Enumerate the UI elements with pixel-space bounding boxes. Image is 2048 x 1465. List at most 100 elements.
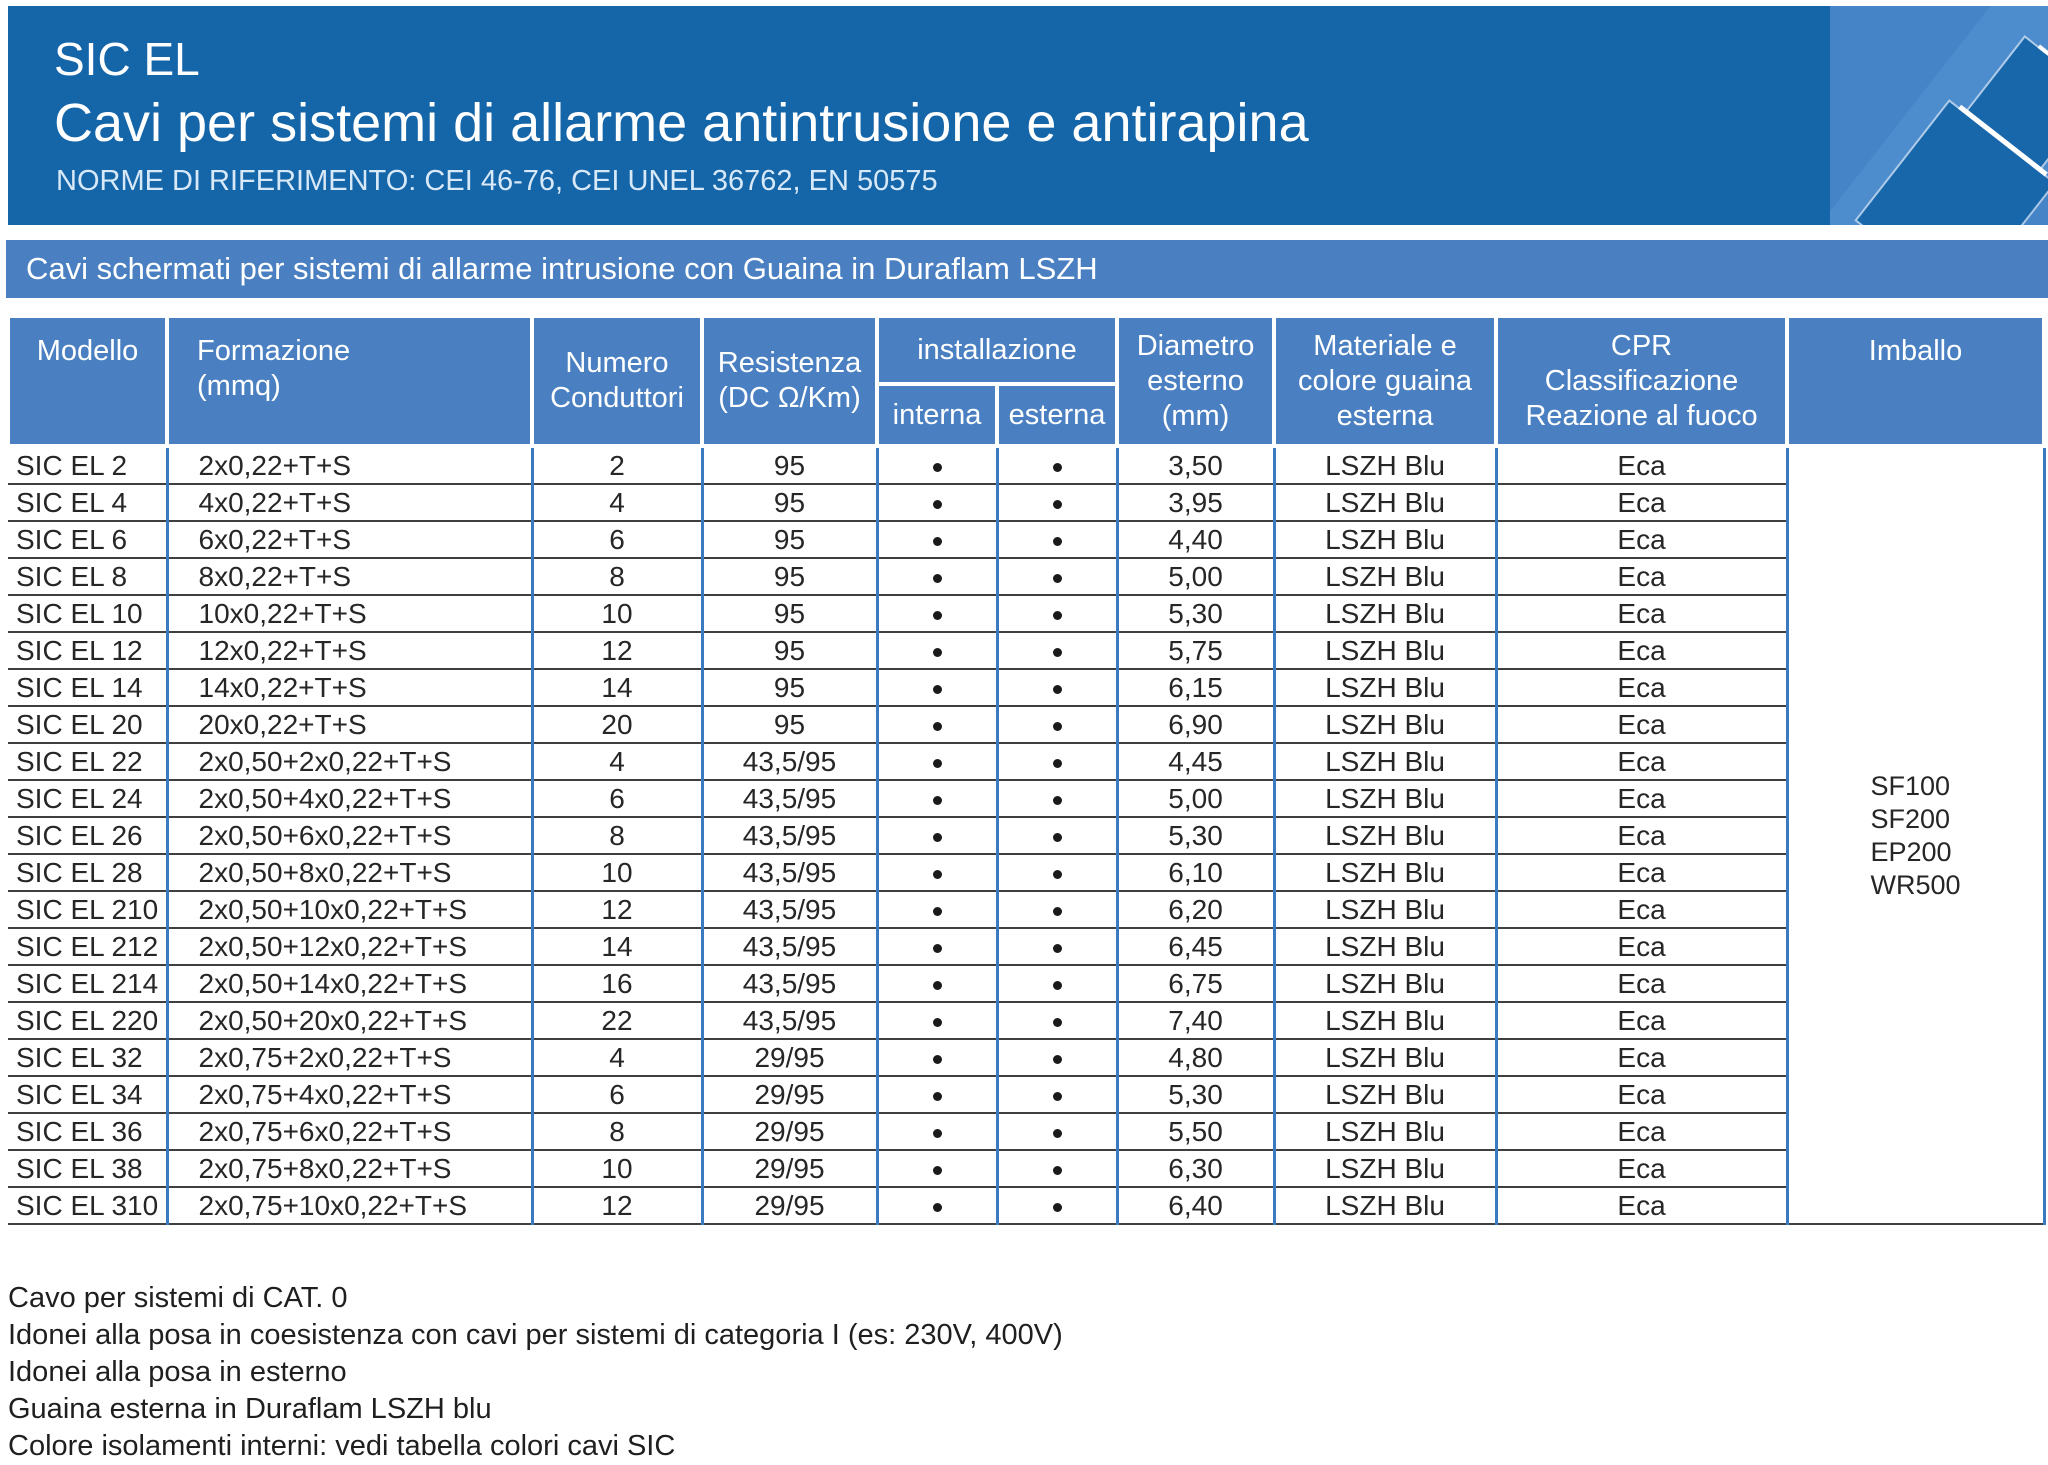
cell-formation: 2x0,50+10x0,22+T+S: [165, 890, 532, 928]
col-header-esterna: esterna: [994, 382, 1120, 448]
col-header-modello: Modello: [6, 314, 169, 448]
cell-sheath: LSZH Blu: [1272, 1038, 1497, 1076]
cell-model: SIC EL 28: [8, 853, 167, 891]
cell-imballo-packaging: SF100 SF200 EP200 WR500: [1785, 444, 2046, 1225]
reference-norms: NORME DI RIFERIMENTO: CEI 46-76, CEI UNE…: [56, 165, 938, 197]
bullet-dot-icon: [1052, 1202, 1062, 1212]
cell-diameter: 5,75: [1115, 631, 1275, 669]
cell-install-esterna: [995, 1038, 1118, 1076]
cell-sheath: LSZH Blu: [1272, 1149, 1497, 1187]
table-body: SIC EL 2 2x0,22+T+S 2 95 3,50 LSZH Blu Eca SF10…: [8, 444, 2046, 1225]
cell-diameter: 5,30: [1115, 816, 1275, 854]
cell-diameter: 3,50: [1115, 444, 1275, 484]
cell-sheath: LSZH Blu: [1272, 631, 1497, 669]
cell-formation: 10x0,22+T+S: [165, 594, 532, 632]
cell-diameter: 6,15: [1115, 668, 1275, 706]
cell-install-esterna: [995, 668, 1118, 706]
table-row: SIC EL 8 8x0,22+T+S 8 95 5,00 LSZH Blu Eca: [8, 557, 2044, 595]
cell-sheath: LSZH Blu: [1272, 1112, 1497, 1150]
cell-sheath: LSZH Blu: [1272, 705, 1497, 743]
cell-conductors: 10: [530, 1149, 702, 1187]
cell-model: SIC EL 4: [8, 483, 167, 521]
cell-conductors: 12: [530, 1186, 702, 1225]
cell-install-interna: [875, 668, 997, 706]
cell-diameter: 4,40: [1115, 520, 1275, 558]
bullet-dot-icon: [1052, 906, 1062, 916]
cell-conductors: 8: [530, 557, 702, 595]
cell-cpr-class: Eca: [1494, 594, 1788, 632]
cell-conductors: 8: [530, 1112, 702, 1150]
cell-install-interna: [875, 705, 997, 743]
cell-install-esterna: [995, 853, 1118, 891]
cell-sheath: LSZH Blu: [1272, 594, 1497, 632]
cell-model: SIC EL 38: [8, 1149, 167, 1187]
footer-notes: Cavo per sistemi di CAT. 0 Idonei alla p…: [8, 1280, 2008, 1465]
cell-resistance: 95: [700, 520, 877, 558]
bullet-dot-icon: [1052, 721, 1062, 731]
table-row: SIC EL 214 2x0,50+14x0,22+T+S 16 43,5/95 6,7…: [8, 964, 2044, 1002]
bullet-dot-icon: [932, 499, 942, 509]
page-header: SIC EL Cavi per sistemi di allarme antin…: [8, 6, 2048, 225]
bullet-dot-icon: [1052, 462, 1062, 472]
cell-install-interna: [875, 594, 997, 632]
cell-install-esterna: [995, 890, 1118, 928]
cell-cpr-class: Eca: [1494, 853, 1788, 891]
cell-diameter: 6,45: [1115, 927, 1275, 965]
bullet-dot-icon: [1052, 758, 1062, 768]
cell-sheath: LSZH Blu: [1272, 444, 1497, 484]
section-banner: Cavi schermati per sistemi di allarme in…: [6, 240, 2048, 298]
col-header-installazione: installazione: [874, 314, 1120, 386]
cell-install-esterna: [995, 705, 1118, 743]
cell-model: SIC EL 34: [8, 1075, 167, 1113]
cell-conductors: 6: [530, 520, 702, 558]
cell-install-interna: [875, 964, 997, 1002]
col-header-materiale: Materiale e colore guaina esterna: [1272, 314, 1499, 448]
cell-formation: 2x0,75+4x0,22+T+S: [165, 1075, 532, 1113]
cell-conductors: 12: [530, 631, 702, 669]
cell-install-esterna: [995, 631, 1118, 669]
cell-install-esterna: [995, 1001, 1118, 1039]
cell-sheath: LSZH Blu: [1272, 927, 1497, 965]
cell-install-esterna: [995, 927, 1118, 965]
cell-install-esterna: [995, 816, 1118, 854]
cell-conductors: 4: [530, 483, 702, 521]
cell-resistance: 43,5/95: [700, 779, 877, 817]
cell-conductors: 16: [530, 964, 702, 1002]
cell-install-esterna: [995, 779, 1118, 817]
cell-formation: 2x0,50+2x0,22+T+S: [165, 742, 532, 780]
cell-resistance: 43,5/95: [700, 816, 877, 854]
cell-cpr-class: Eca: [1494, 1001, 1788, 1039]
table-row: SIC EL 34 2x0,75+4x0,22+T+S 6 29/95 5,30 LSZH…: [8, 1075, 2044, 1113]
cell-install-interna: [875, 557, 997, 595]
cell-model: SIC EL 26: [8, 816, 167, 854]
bullet-dot-icon: [932, 1017, 942, 1027]
cell-conductors: 12: [530, 890, 702, 928]
cell-formation: 8x0,22+T+S: [165, 557, 532, 595]
table-row: SIC EL 310 2x0,75+10x0,22+T+S 12 29/95 6,40 L…: [8, 1186, 2044, 1225]
cell-install-esterna: [995, 594, 1118, 632]
bullet-dot-icon: [1052, 684, 1062, 694]
bullet-dot-icon: [932, 462, 942, 472]
cell-install-esterna: [995, 742, 1118, 780]
cell-formation: 2x0,50+6x0,22+T+S: [165, 816, 532, 854]
cell-resistance: 29/95: [700, 1149, 877, 1187]
cell-install-esterna: [995, 557, 1118, 595]
cell-resistance: 95: [700, 668, 877, 706]
cell-conductors: 22: [530, 1001, 702, 1039]
cell-install-interna: [875, 1075, 997, 1113]
cell-formation: 12x0,22+T+S: [165, 631, 532, 669]
bullet-dot-icon: [932, 610, 942, 620]
cell-cpr-class: Eca: [1494, 816, 1788, 854]
cell-model: SIC EL 12: [8, 631, 167, 669]
cell-cpr-class: Eca: [1494, 742, 1788, 780]
cell-install-interna: [875, 520, 997, 558]
cell-resistance: 29/95: [700, 1038, 877, 1076]
cell-cpr-class: Eca: [1494, 1186, 1788, 1225]
cell-resistance: 29/95: [700, 1186, 877, 1225]
cell-cpr-class: Eca: [1494, 631, 1788, 669]
cell-resistance: 95: [700, 594, 877, 632]
spec-table: Modello Formazione (mmq) Numero Condutto…: [6, 314, 2047, 1225]
cell-install-esterna: [995, 1186, 1118, 1225]
cell-diameter: 6,90: [1115, 705, 1275, 743]
cell-install-interna: [875, 816, 997, 854]
